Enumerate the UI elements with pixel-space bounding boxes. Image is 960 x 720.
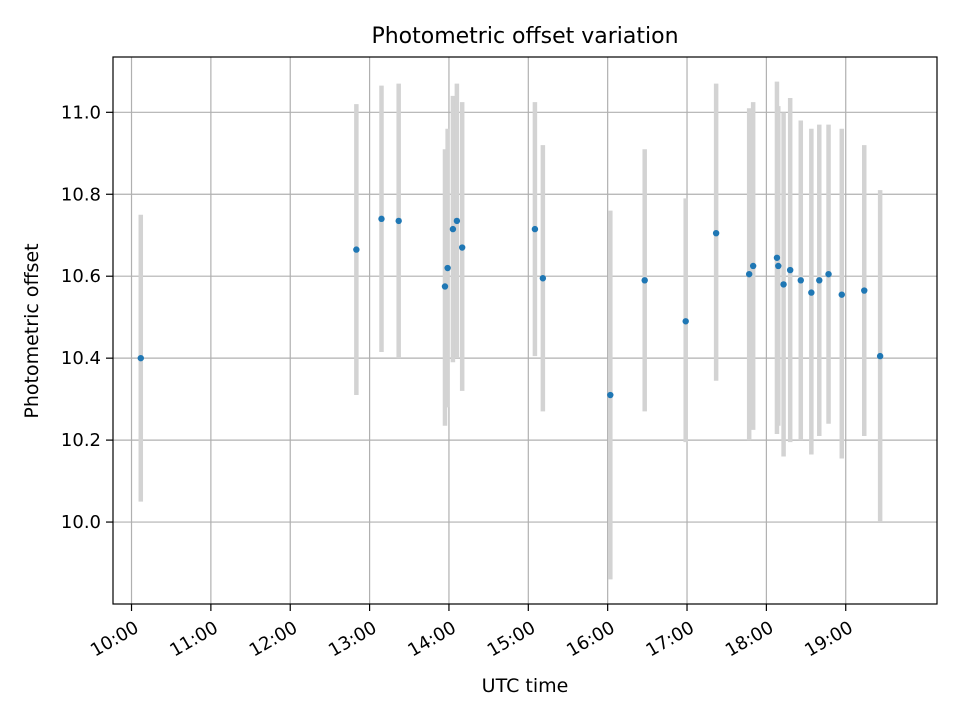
data-point (712, 229, 720, 237)
data-point (876, 352, 884, 360)
data-point (395, 217, 402, 225)
data-point (786, 266, 794, 274)
data-point (682, 318, 689, 325)
data-point (641, 277, 648, 284)
data-point (444, 264, 451, 272)
data-point (453, 217, 461, 225)
data-point (539, 275, 547, 282)
data-point (861, 287, 868, 294)
chart-title: Photometric offset variation (371, 24, 678, 49)
data-point (808, 289, 815, 296)
plot-frame (112, 56, 938, 605)
y-tick-label: 10.4 (61, 348, 101, 369)
data-point (449, 225, 457, 233)
data-point (137, 354, 144, 362)
data-point (378, 215, 385, 223)
data-point (825, 270, 832, 278)
data-point (458, 244, 466, 251)
y-tick-label: 10.0 (61, 512, 101, 533)
data-point (531, 225, 539, 233)
y-axis-ticks: 10.0 10.2 10.4 10.6 10.8 11.0 (61, 102, 113, 533)
data-points (137, 215, 884, 399)
data-point (797, 277, 804, 284)
data-point (838, 291, 845, 298)
y-tick-label: 10.8 (61, 184, 101, 205)
data-point (353, 246, 360, 253)
y-tick-label: 10.2 (61, 430, 101, 451)
data-point (816, 277, 823, 284)
data-point (607, 391, 614, 399)
data-point (773, 254, 781, 261)
x-axis-label: UTC time (482, 675, 569, 697)
data-point (775, 262, 782, 270)
y-axis-label: Photometric offset (21, 243, 43, 418)
y-tick-label: 11.0 (61, 102, 101, 123)
data-point (745, 270, 753, 278)
y-tick-label: 10.6 (61, 266, 101, 287)
data-point (780, 281, 787, 288)
data-point (749, 262, 757, 270)
data-point (441, 283, 449, 290)
